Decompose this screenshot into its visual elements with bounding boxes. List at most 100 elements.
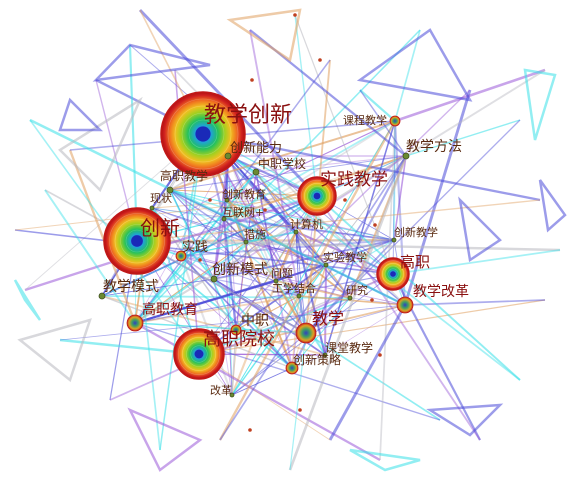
edge (169, 189, 297, 233)
outlier-triangle (538, 179, 567, 233)
keyword-node-ring-line (177, 332, 221, 376)
keyword-node-dot (175, 250, 187, 262)
edge (134, 59, 331, 324)
edge (198, 353, 331, 441)
keyword-label: 课堂教学 (325, 341, 374, 355)
edge (305, 264, 327, 334)
outlier-triangle (92, 43, 211, 82)
keyword-node[interactable] (273, 278, 279, 284)
edge (289, 332, 307, 471)
keyword-node[interactable] (224, 197, 230, 203)
outlier-triangle (13, 279, 42, 321)
keyword-node[interactable] (402, 152, 410, 160)
edge (324, 120, 396, 356)
edge (151, 207, 247, 243)
keyword-node-ring-line (379, 260, 407, 288)
stray-node-dot (198, 258, 202, 262)
edge (255, 171, 351, 299)
edge (223, 218, 247, 243)
keyword-node[interactable] (173, 328, 225, 380)
keyword-node-core (313, 192, 321, 200)
edge (245, 230, 297, 244)
keyword-node-ring-line (186, 341, 212, 367)
keyword-node[interactable] (323, 262, 329, 268)
keyword-node-ring-line (310, 189, 324, 203)
edge (405, 119, 521, 157)
edge (169, 155, 407, 191)
edge (226, 120, 396, 201)
keyword-node[interactable] (224, 152, 232, 160)
edge (198, 89, 471, 355)
keyword-label: 问题 (271, 266, 293, 280)
keyword-node[interactable] (126, 314, 144, 332)
edge (202, 132, 541, 202)
edge (44, 189, 136, 324)
keyword-label: 创新模式 (212, 262, 268, 278)
keyword-node[interactable] (175, 250, 187, 262)
keyword-node[interactable] (149, 205, 155, 211)
edge (59, 304, 406, 341)
keyword-node[interactable] (347, 295, 353, 301)
edge (392, 249, 561, 275)
keyword-node-dot (295, 322, 317, 344)
keyword-node-ring-line (181, 112, 225, 156)
keyword-node[interactable] (243, 239, 249, 245)
edge (180, 255, 300, 297)
keyword-node[interactable] (210, 275, 218, 283)
keyword-node[interactable] (396, 296, 414, 314)
edge (230, 231, 298, 396)
keyword-node[interactable] (160, 91, 246, 177)
keyword-node-dot (230, 324, 242, 336)
edge (328, 304, 407, 441)
keyword-node[interactable] (166, 186, 174, 194)
keyword-label: 工学结合 (272, 281, 316, 295)
keyword-node[interactable] (103, 207, 171, 275)
keyword-node[interactable] (293, 229, 299, 235)
keyword-label: 实验教学 (323, 250, 367, 264)
keyword-node-ring-line (387, 268, 399, 280)
edge (226, 199, 395, 241)
keyword-node-dot (252, 168, 260, 176)
keyword-node-dot (221, 216, 227, 222)
keyword-node[interactable] (252, 168, 260, 176)
keyword-node-dot (296, 293, 302, 299)
keyword-node[interactable] (295, 322, 317, 344)
keyword-label: 实践 (182, 239, 209, 255)
edge (231, 297, 351, 396)
keyword-node[interactable] (389, 115, 401, 127)
edge (324, 304, 406, 356)
outlier-triangle (426, 403, 504, 437)
keyword-node[interactable] (229, 392, 235, 398)
edge (298, 155, 407, 297)
edge (151, 207, 225, 220)
keyword-node-dot (126, 314, 144, 332)
keyword-node[interactable] (391, 237, 397, 243)
keyword-node-ring-line (174, 105, 232, 163)
edge (235, 295, 300, 331)
edge (393, 120, 396, 241)
keyword-label: 创新教育 (222, 187, 266, 201)
keyword-node[interactable] (230, 324, 242, 336)
keyword-node[interactable] (297, 176, 337, 216)
keyword-node-ring-line (307, 186, 327, 206)
outlier-triangle (58, 97, 104, 132)
keyword-node[interactable] (322, 352, 328, 358)
edge (275, 280, 326, 356)
outlier-triangle (17, 318, 92, 383)
keyword-node[interactable] (98, 292, 106, 300)
edge (235, 329, 307, 334)
keyword-node[interactable] (221, 216, 227, 222)
keyword-node[interactable] (376, 257, 410, 291)
edge (134, 295, 300, 324)
outlier-triangle (458, 196, 502, 263)
edge (44, 189, 307, 334)
keyword-node-ring-line (114, 218, 160, 264)
keyword-node-dot (389, 115, 401, 127)
keyword-node[interactable] (296, 293, 302, 299)
edge (405, 69, 546, 157)
keyword-node[interactable] (285, 361, 299, 375)
edge (394, 29, 421, 122)
keyword-node-ring-line (384, 265, 402, 283)
stray-node-dot (248, 428, 252, 432)
